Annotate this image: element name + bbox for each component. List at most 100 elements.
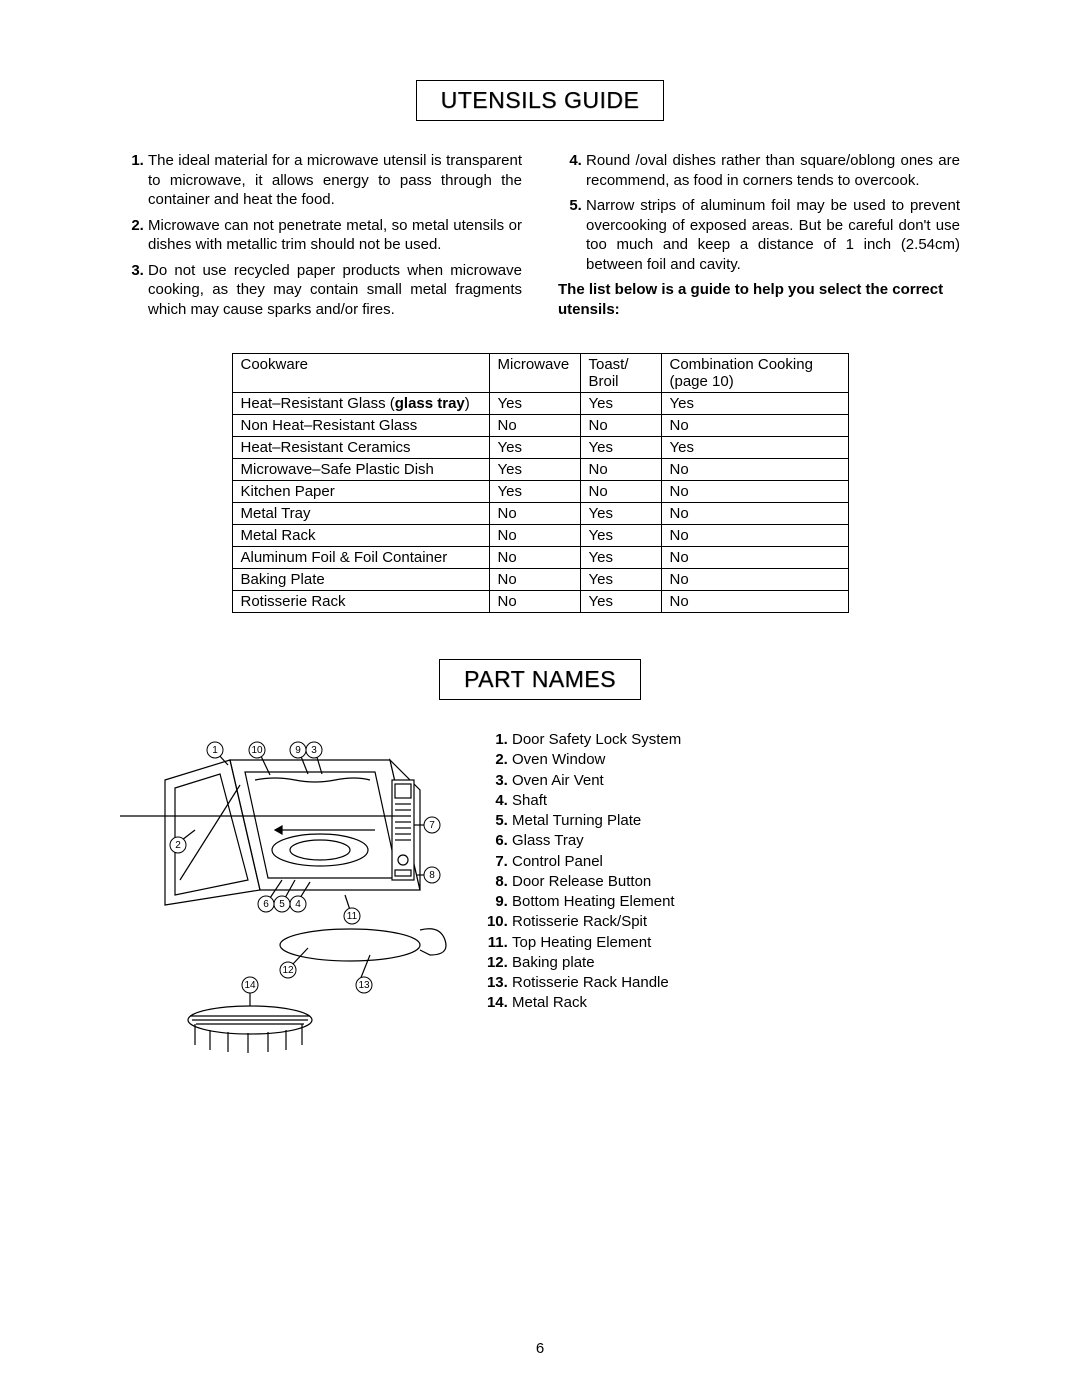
callout-num: 7 bbox=[429, 820, 435, 831]
part-item: Shaft bbox=[512, 791, 960, 811]
guide-bold-line: The list below is a guide to help you se… bbox=[558, 280, 960, 319]
table-row: Kitchen Paper Yes No No bbox=[232, 481, 848, 503]
td-text: Heat–Resistant Glass ( bbox=[241, 395, 395, 412]
callout-num: 8 bbox=[429, 870, 435, 881]
table-row: Baking Plate No Yes No bbox=[232, 569, 848, 591]
page: UTENSILS GUIDE The ideal material for a … bbox=[0, 0, 1080, 1397]
td-cc: No bbox=[661, 569, 848, 591]
callout-num: 14 bbox=[244, 980, 256, 991]
td-mw: No bbox=[489, 503, 580, 525]
td-tb: No bbox=[580, 481, 661, 503]
td-text-bold: glass tray bbox=[395, 395, 465, 412]
guide-item: The ideal material for a microwave utens… bbox=[148, 151, 522, 210]
part-item: Bottom Heating Element bbox=[512, 892, 960, 912]
table-row: Non Heat–Resistant Glass No No No bbox=[232, 415, 848, 437]
td-tb: Yes bbox=[580, 547, 661, 569]
td-mw: No bbox=[489, 415, 580, 437]
part-names-title: PART NAMES bbox=[439, 659, 641, 700]
td-cookware: Metal Tray bbox=[232, 503, 489, 525]
part-item: Top Heating Element bbox=[512, 933, 960, 953]
td-mw: Yes bbox=[489, 437, 580, 459]
td-cookware: Metal Rack bbox=[232, 525, 489, 547]
callout-num: 5 bbox=[279, 899, 285, 910]
part-item: Oven Window bbox=[512, 750, 960, 770]
part-item: Control Panel bbox=[512, 852, 960, 872]
guide-item: Do not use recycled paper products when … bbox=[148, 261, 522, 320]
utensils-title-wrap: UTENSILS GUIDE bbox=[120, 80, 960, 121]
callout-num: 10 bbox=[251, 745, 263, 756]
td-mw: No bbox=[489, 547, 580, 569]
td-cc: No bbox=[661, 415, 848, 437]
td-tb: Yes bbox=[580, 393, 661, 415]
utensils-guide-title: UTENSILS GUIDE bbox=[416, 80, 665, 121]
table-row: Metal Rack No Yes No bbox=[232, 525, 848, 547]
part-item: Baking plate bbox=[512, 953, 960, 973]
callout-num: 3 bbox=[311, 745, 317, 756]
table-row: Heat–Resistant Ceramics Yes Yes Yes bbox=[232, 437, 848, 459]
table-row: Microwave–Safe Plastic Dish Yes No No bbox=[232, 459, 848, 481]
part-item: Metal Turning Plate bbox=[512, 811, 960, 831]
td-cc: No bbox=[661, 525, 848, 547]
td-cc: No bbox=[661, 481, 848, 503]
guide-left-list: The ideal material for a microwave utens… bbox=[120, 151, 522, 319]
part-item: Door Safety Lock System bbox=[512, 730, 960, 750]
table-row: Metal Tray No Yes No bbox=[232, 503, 848, 525]
td-cc: Yes bbox=[661, 393, 848, 415]
guide-columns: The ideal material for a microwave utens… bbox=[120, 151, 960, 325]
th-microwave: Microwave bbox=[489, 354, 580, 393]
guide-item: Microwave can not penetrate metal, so me… bbox=[148, 216, 522, 255]
page-number: 6 bbox=[0, 1340, 1080, 1357]
guide-item: Narrow strips of aluminum foil may be us… bbox=[586, 196, 960, 274]
guide-right-list: Round /oval dishes rather than square/ob… bbox=[558, 151, 960, 274]
microwave-diagram: 1 10 9 3 2 7 8 6 5 4 11 12 13 14 bbox=[120, 730, 460, 1070]
th-combination: Combination Cooking (page 10) bbox=[661, 354, 848, 393]
td-cc: Yes bbox=[661, 437, 848, 459]
td-cc: No bbox=[661, 547, 848, 569]
td-mw: Yes bbox=[489, 459, 580, 481]
guide-text: Microwave can not penetrate metal, so me… bbox=[148, 217, 522, 254]
td-mw: No bbox=[489, 525, 580, 547]
callout-num: 9 bbox=[295, 745, 301, 756]
td-cookware: Baking Plate bbox=[232, 569, 489, 591]
table-row: Heat–Resistant Glass (glass tray) Yes Ye… bbox=[232, 393, 848, 415]
part-names-title-wrap: PART NAMES bbox=[120, 659, 960, 700]
guide-item: Round /oval dishes rather than square/ob… bbox=[586, 151, 960, 190]
td-mw: No bbox=[489, 591, 580, 613]
part-names-section: PART NAMES bbox=[120, 659, 960, 1070]
diagram-svg: 1 10 9 3 2 7 8 6 5 4 11 12 13 14 bbox=[120, 730, 460, 1070]
part-item: Door Release Button bbox=[512, 872, 960, 892]
utensil-table: Cookware Microwave Toast/ Broil Combinat… bbox=[232, 353, 849, 613]
callout-num: 12 bbox=[282, 965, 294, 976]
td-tb: No bbox=[580, 415, 661, 437]
part-item: Rotisserie Rack Handle bbox=[512, 973, 960, 993]
guide-text: Do not use recycled paper products when … bbox=[148, 262, 522, 318]
callout-num: 11 bbox=[347, 911, 358, 922]
td-text: ) bbox=[465, 395, 470, 412]
td-cc: No bbox=[661, 459, 848, 481]
callout-num: 4 bbox=[295, 899, 301, 910]
td-tb: Yes bbox=[580, 591, 661, 613]
callout-num: 2 bbox=[175, 840, 181, 851]
part-item: Oven Air Vent bbox=[512, 771, 960, 791]
td-cookware: Heat–Resistant Ceramics bbox=[232, 437, 489, 459]
table-row: Rotisserie Rack No Yes No bbox=[232, 591, 848, 613]
guide-right-col: Round /oval dishes rather than square/ob… bbox=[558, 151, 960, 325]
td-tb: Yes bbox=[580, 503, 661, 525]
td-mw: Yes bbox=[489, 481, 580, 503]
td-cookware: Rotisserie Rack bbox=[232, 591, 489, 613]
td-cc: No bbox=[661, 503, 848, 525]
part-item: Rotisserie Rack/Spit bbox=[512, 912, 960, 932]
td-cookware: Aluminum Foil & Foil Container bbox=[232, 547, 489, 569]
td-cookware: Non Heat–Resistant Glass bbox=[232, 415, 489, 437]
td-tb: Yes bbox=[580, 437, 661, 459]
td-mw: No bbox=[489, 569, 580, 591]
table-row: Aluminum Foil & Foil Container No Yes No bbox=[232, 547, 848, 569]
td-tb: No bbox=[580, 459, 661, 481]
td-cookware: Microwave–Safe Plastic Dish bbox=[232, 459, 489, 481]
td-mw: Yes bbox=[489, 393, 580, 415]
guide-text: Narrow strips of aluminum foil may be us… bbox=[586, 197, 960, 273]
callout-num: 13 bbox=[358, 980, 370, 991]
part-item: Glass Tray bbox=[512, 831, 960, 851]
guide-left-col: The ideal material for a microwave utens… bbox=[120, 151, 522, 325]
td-cookware: Kitchen Paper bbox=[232, 481, 489, 503]
